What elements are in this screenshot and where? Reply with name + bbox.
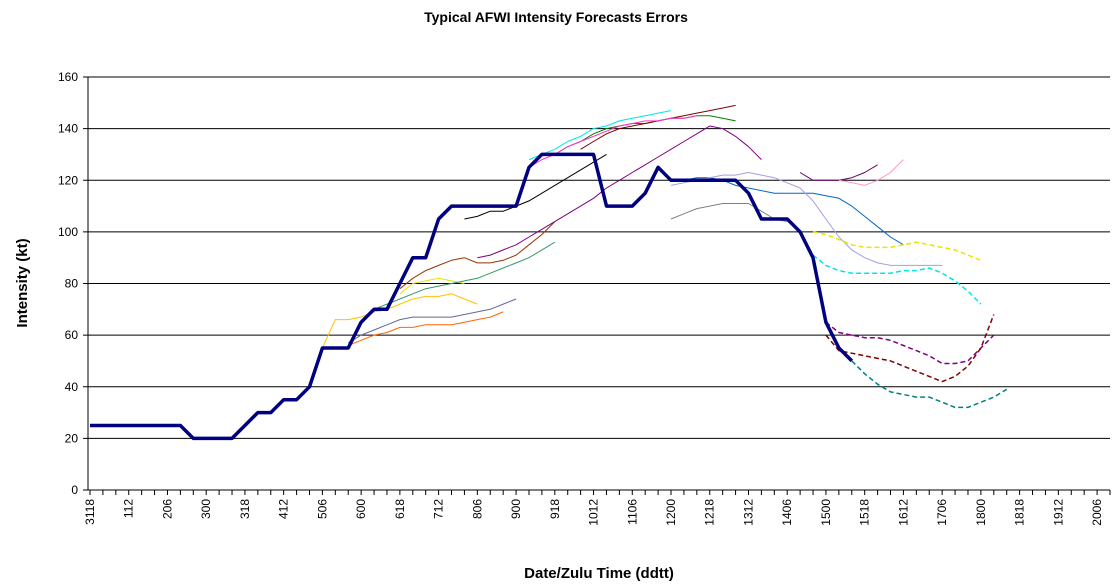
forecast-line — [851, 360, 1008, 409]
y-axis-title: Intensity (kt) — [14, 238, 31, 327]
forecast-line — [670, 172, 943, 266]
x-tick-label: 1612 — [896, 499, 910, 526]
x-tick-label: 600 — [354, 499, 368, 519]
x-tick-label: 1706 — [935, 499, 949, 526]
observed-line — [90, 152, 854, 441]
y-tick-label: 0 — [71, 483, 78, 497]
forecast-line — [347, 298, 517, 344]
x-tick-label: 1200 — [664, 499, 678, 526]
x-tick-label: 1218 — [703, 499, 717, 526]
x-tick-label: 900 — [509, 499, 523, 519]
forecast-line — [348, 311, 504, 346]
forecast-line — [671, 177, 904, 246]
x-tick-label: 1012 — [587, 499, 601, 526]
y-tick-label: 140 — [58, 122, 78, 136]
forecast-line — [580, 104, 736, 150]
x-tick-label: 1500 — [819, 499, 833, 526]
y-tick-label: 40 — [65, 380, 79, 394]
x-tick-label: 112 — [122, 499, 136, 518]
y-tick-label: 60 — [65, 328, 79, 342]
chart-title: Typical AFWI Intensity Forecasts Errors — [424, 9, 688, 25]
forecast-line — [464, 153, 607, 220]
x-tick-label: 1106 — [625, 499, 639, 525]
y-tick-label: 120 — [58, 173, 78, 187]
x-tick-label: 618 — [393, 499, 407, 519]
x-tick-label: 300 — [199, 499, 213, 519]
forecast-line — [838, 159, 904, 186]
forecast-line — [528, 110, 672, 161]
y-tick-label: 80 — [65, 277, 79, 291]
x-tick-label: 1312 — [741, 499, 755, 526]
x-tick-label: 918 — [548, 499, 562, 519]
x-tick-label: 318 — [238, 499, 252, 519]
x-tick-label: 1818 — [1013, 499, 1027, 526]
y-tick-label: 160 — [58, 70, 78, 84]
x-tick-label: 1518 — [858, 499, 872, 526]
forecast-line — [812, 254, 982, 305]
forecast-line — [670, 203, 788, 223]
x-tick-label: 2006 — [1090, 499, 1104, 526]
forecast-line — [477, 125, 762, 259]
y-tick-label: 100 — [58, 225, 78, 239]
x-tick-label: 1406 — [780, 499, 794, 526]
forecast-line — [373, 241, 556, 310]
forecast-line — [799, 164, 878, 181]
x-axis-title: Date/Zulu Time (ddtt) — [524, 565, 674, 582]
x-tick-label: 712 — [432, 499, 446, 519]
x-tick-label: 1800 — [974, 499, 988, 526]
x-tick-label: 3118 — [83, 499, 97, 525]
forecast-line — [399, 277, 465, 295]
x-tick-label: 806 — [470, 499, 484, 519]
forecast-line — [399, 221, 556, 290]
x-tick-label: 206 — [160, 499, 174, 519]
y-tick-label: 20 — [65, 431, 79, 445]
x-tick-label: 1912 — [1051, 499, 1065, 526]
forecast-line — [321, 293, 478, 349]
x-tick-label: 412 — [277, 499, 291, 519]
forecast-line — [825, 314, 995, 383]
forecast-line — [825, 321, 995, 365]
x-tick-label: 506 — [315, 499, 329, 519]
